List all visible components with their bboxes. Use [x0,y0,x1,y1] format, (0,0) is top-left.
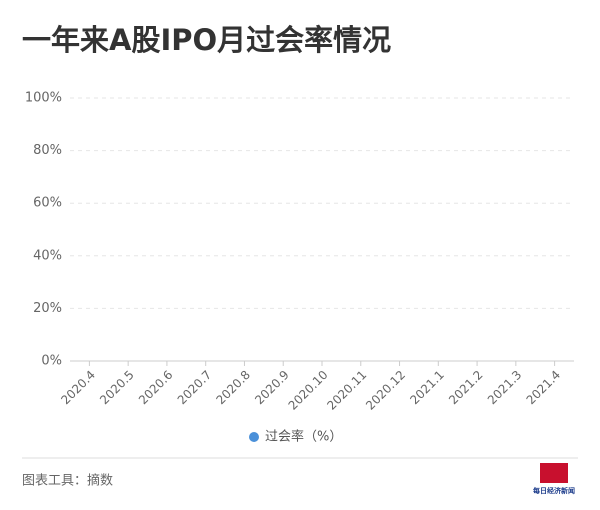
legend-label: 过会率（%） [265,429,342,445]
chart-title: 一年来A股IPO月过会率情况 [22,23,391,57]
y-tick-label: 20% [33,301,62,316]
y-tick-label: 40% [33,248,62,263]
y-tick-label: 60% [33,196,62,211]
logo-mark [540,463,568,483]
y-tick-label: 100% [25,91,62,106]
footer-text: 图表工具：摘数 [22,473,113,489]
legend-marker [249,432,259,442]
y-tick-label: 80% [33,143,62,158]
y-tick-label: 0% [41,354,62,369]
logo-text: 每日经济新闻 [533,486,575,495]
